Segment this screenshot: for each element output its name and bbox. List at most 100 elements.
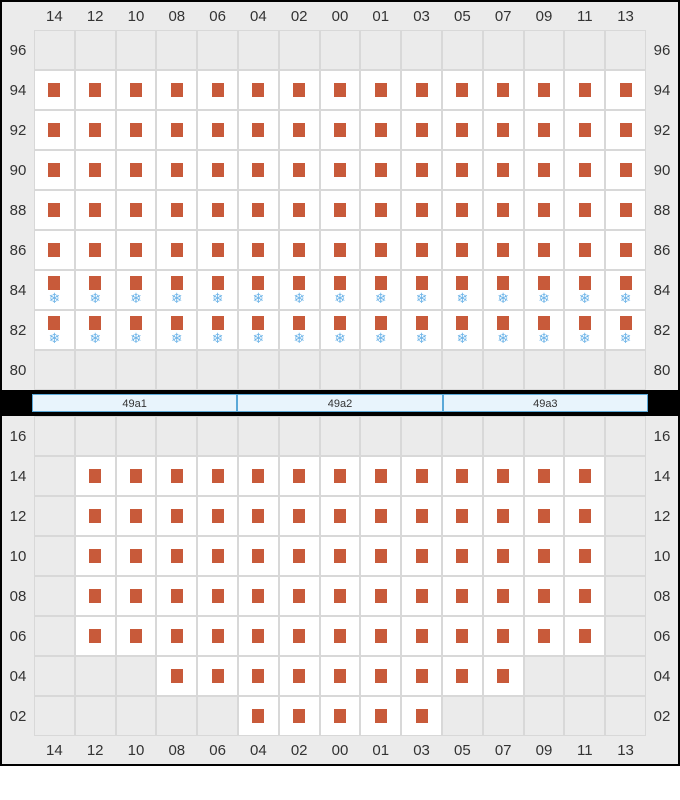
rack-cell[interactable] xyxy=(197,576,238,616)
rack-cell[interactable] xyxy=(238,30,279,70)
rack-cell[interactable] xyxy=(75,616,116,656)
rack-cell[interactable] xyxy=(320,416,361,456)
rack-cell[interactable] xyxy=(238,656,279,696)
rack-cell[interactable]: ❄ xyxy=(605,270,646,310)
rack-cell[interactable] xyxy=(279,70,320,110)
rack-cell[interactable] xyxy=(524,656,565,696)
rack-cell[interactable] xyxy=(34,150,75,190)
rack-cell[interactable] xyxy=(401,110,442,150)
rack-cell[interactable]: ❄ xyxy=(605,310,646,350)
rack-cell[interactable] xyxy=(605,656,646,696)
rack-cell[interactable] xyxy=(605,496,646,536)
rack-cell[interactable] xyxy=(197,656,238,696)
rack-cell[interactable] xyxy=(238,110,279,150)
rack-cell[interactable] xyxy=(116,456,157,496)
rack-cell[interactable] xyxy=(156,616,197,656)
rack-cell[interactable]: ❄ xyxy=(524,270,565,310)
rack-cell[interactable] xyxy=(401,456,442,496)
rack-segment[interactable]: 49a3 xyxy=(443,394,648,412)
rack-cell[interactable] xyxy=(34,190,75,230)
rack-cell[interactable] xyxy=(156,350,197,390)
rack-cell[interactable] xyxy=(442,696,483,736)
rack-cell[interactable] xyxy=(279,656,320,696)
rack-cell[interactable] xyxy=(605,456,646,496)
rack-cell[interactable] xyxy=(442,70,483,110)
rack-cell[interactable] xyxy=(197,350,238,390)
rack-cell[interactable] xyxy=(401,70,442,110)
rack-cell[interactable] xyxy=(320,696,361,736)
rack-cell[interactable]: ❄ xyxy=(116,310,157,350)
rack-cell[interactable] xyxy=(320,656,361,696)
rack-cell[interactable] xyxy=(564,696,605,736)
rack-cell[interactable] xyxy=(197,536,238,576)
rack-cell[interactable] xyxy=(483,456,524,496)
rack-cell[interactable] xyxy=(320,230,361,270)
rack-cell[interactable] xyxy=(524,150,565,190)
rack-cell[interactable] xyxy=(197,150,238,190)
rack-cell[interactable]: ❄ xyxy=(116,270,157,310)
rack-cell[interactable] xyxy=(156,110,197,150)
rack-cell[interactable] xyxy=(34,536,75,576)
rack-segment[interactable]: 49a1 xyxy=(32,394,237,412)
rack-cell[interactable] xyxy=(442,416,483,456)
rack-cell[interactable] xyxy=(34,616,75,656)
rack-cell[interactable] xyxy=(156,230,197,270)
rack-cell[interactable] xyxy=(197,496,238,536)
rack-cell[interactable] xyxy=(564,576,605,616)
rack-cell[interactable] xyxy=(320,350,361,390)
rack-cell[interactable] xyxy=(116,110,157,150)
rack-cell[interactable]: ❄ xyxy=(524,310,565,350)
rack-cell[interactable] xyxy=(279,230,320,270)
rack-cell[interactable] xyxy=(279,416,320,456)
rack-cell[interactable] xyxy=(564,656,605,696)
rack-cell[interactable] xyxy=(279,616,320,656)
rack-cell[interactable] xyxy=(75,416,116,456)
rack-cell[interactable] xyxy=(238,350,279,390)
rack-cell[interactable] xyxy=(483,150,524,190)
rack-cell[interactable] xyxy=(401,496,442,536)
rack-cell[interactable] xyxy=(605,536,646,576)
rack-cell[interactable] xyxy=(483,350,524,390)
rack-cell[interactable] xyxy=(483,230,524,270)
rack-cell[interactable] xyxy=(442,656,483,696)
rack-cell[interactable] xyxy=(279,150,320,190)
rack-cell[interactable] xyxy=(75,496,116,536)
rack-cell[interactable] xyxy=(320,536,361,576)
rack-cell[interactable] xyxy=(360,696,401,736)
rack-cell[interactable] xyxy=(238,576,279,616)
rack-cell[interactable] xyxy=(320,110,361,150)
rack-cell[interactable] xyxy=(197,416,238,456)
rack-cell[interactable]: ❄ xyxy=(360,310,401,350)
rack-cell[interactable] xyxy=(401,656,442,696)
rack-cell[interactable] xyxy=(75,190,116,230)
rack-cell[interactable] xyxy=(34,70,75,110)
rack-cell[interactable] xyxy=(75,30,116,70)
rack-cell[interactable] xyxy=(524,576,565,616)
rack-cell[interactable] xyxy=(442,30,483,70)
rack-cell[interactable] xyxy=(320,30,361,70)
rack-cell[interactable] xyxy=(116,350,157,390)
rack-cell[interactable] xyxy=(564,230,605,270)
rack-cell[interactable] xyxy=(75,536,116,576)
rack-cell[interactable] xyxy=(524,230,565,270)
rack-cell[interactable] xyxy=(360,350,401,390)
rack-cell[interactable]: ❄ xyxy=(564,270,605,310)
rack-cell[interactable] xyxy=(75,456,116,496)
rack-cell[interactable] xyxy=(156,576,197,616)
rack-cell[interactable] xyxy=(279,496,320,536)
rack-cell[interactable] xyxy=(116,576,157,616)
rack-cell[interactable]: ❄ xyxy=(564,310,605,350)
rack-cell[interactable] xyxy=(116,190,157,230)
rack-cell[interactable]: ❄ xyxy=(360,270,401,310)
rack-cell[interactable] xyxy=(483,70,524,110)
rack-cell[interactable] xyxy=(156,190,197,230)
rack-cell[interactable] xyxy=(401,576,442,616)
rack-cell[interactable]: ❄ xyxy=(197,270,238,310)
rack-cell[interactable] xyxy=(483,536,524,576)
rack-cell[interactable] xyxy=(605,190,646,230)
rack-cell[interactable] xyxy=(605,416,646,456)
rack-cell[interactable] xyxy=(564,616,605,656)
rack-cell[interactable]: ❄ xyxy=(75,270,116,310)
rack-cell[interactable] xyxy=(197,190,238,230)
rack-cell[interactable] xyxy=(156,496,197,536)
